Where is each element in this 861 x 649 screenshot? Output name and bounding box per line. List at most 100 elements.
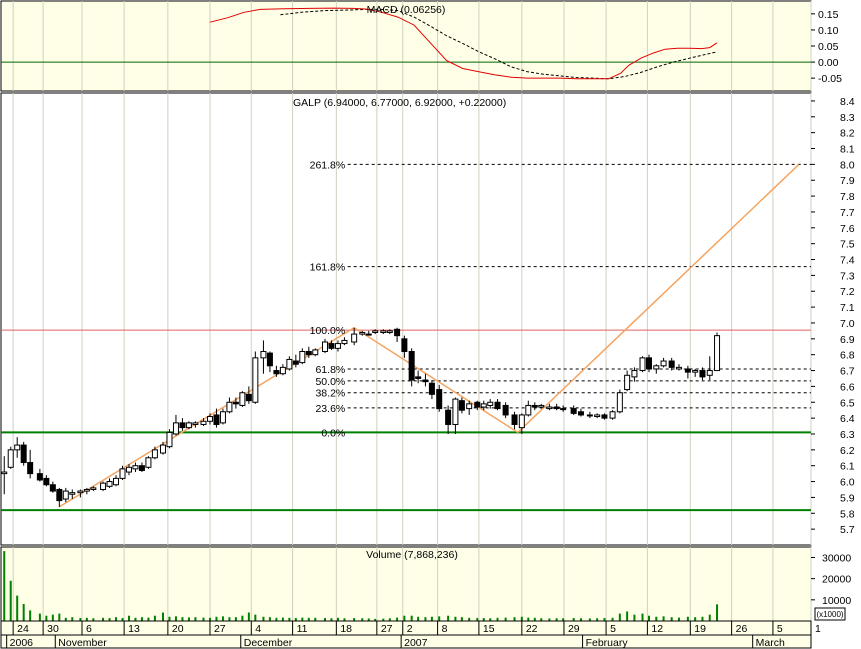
candlestick — [43, 475, 50, 487]
candle-body — [77, 490, 84, 494]
fibonacci-level-label: 161.8% — [310, 262, 346, 274]
price-axis-tick-label: 8.1 — [840, 144, 855, 156]
volume-bar — [447, 615, 450, 621]
candlestick — [386, 329, 393, 335]
price-axis-tick-label: 6.5 — [840, 397, 855, 409]
macd-axis-tick-label: 0.15 — [818, 9, 839, 21]
volume-bar — [540, 618, 543, 621]
candlestick — [577, 408, 584, 417]
date-ticks: 24 30 6 13 20 27 4 11 18 27 2 8 15 22 29 5 12 19 26 5 1 — [12, 621, 821, 635]
volume-bar — [460, 617, 463, 621]
horizontal-levels — [1, 329, 811, 512]
candle-body — [706, 370, 713, 376]
candle-body — [334, 343, 341, 349]
candle-body — [359, 331, 366, 335]
fibonacci-level-label: 261.8% — [310, 159, 346, 171]
volume-bar — [361, 618, 364, 621]
date-tick-label: 24 — [17, 623, 29, 635]
volume-axis-tick-label: 20000 — [822, 574, 851, 586]
volume-bar — [115, 617, 118, 621]
macd-signal-line — [280, 8, 718, 80]
candlestick — [365, 330, 372, 336]
candle-body — [538, 404, 545, 408]
candlestick — [372, 329, 379, 335]
candle-body — [692, 370, 699, 373]
price-axis-tick-label: 7.6 — [840, 223, 855, 235]
candle-body — [684, 368, 691, 373]
price-axis-tick-label: 8.0 — [840, 159, 855, 171]
candle-body — [668, 360, 675, 368]
price-axis-tick-label: 8.3 — [840, 112, 855, 124]
volume-bar — [221, 616, 224, 621]
price-axis-tick-label: 7.8 — [840, 191, 855, 203]
candlestick — [226, 397, 233, 414]
volume-bar — [482, 618, 485, 621]
volume-bar — [174, 616, 177, 621]
volume-bar — [181, 617, 184, 621]
candlestick — [106, 478, 113, 488]
volume-bar — [417, 616, 420, 621]
period-label: December — [244, 637, 293, 649]
candlestick — [83, 487, 90, 495]
volume-bar — [92, 618, 95, 621]
candlesticks — [1, 327, 721, 507]
candle-body — [132, 465, 139, 470]
candlestick — [560, 405, 567, 412]
volume-bar — [520, 616, 523, 621]
candlestick — [151, 446, 158, 460]
candlestick — [553, 403, 560, 411]
candle-body — [577, 411, 584, 416]
volume-unit-box — [814, 607, 846, 621]
candle-body — [531, 404, 538, 408]
price-axis-tick-label: 8.4 — [840, 96, 855, 108]
candle-body — [138, 465, 145, 471]
candlestick — [494, 399, 501, 411]
candle-body — [260, 351, 267, 359]
volume-bar — [187, 617, 190, 621]
candlestick — [273, 365, 280, 377]
candle-body — [699, 370, 706, 378]
candlestick — [706, 356, 713, 381]
price-panel-background — [0, 92, 812, 546]
candle-body — [292, 360, 299, 365]
price-axis-tick-label: 6.6 — [840, 381, 855, 393]
volume-bar — [410, 615, 413, 621]
candlestick — [341, 337, 348, 346]
volume-unit-label: (x1000) — [816, 610, 843, 619]
candlestick — [675, 364, 682, 371]
price-axis-tick-label: 6.7 — [840, 366, 855, 378]
candlestick — [113, 475, 120, 487]
candlestick — [631, 367, 638, 382]
candle-body — [213, 414, 220, 425]
macd-label: MACD (0.06256) — [367, 4, 446, 16]
macd-panel: MACD (0.06256) 0.15 0.10 0.05 0.00 -0.05 — [0, 0, 842, 92]
candlestick — [7, 446, 14, 469]
volume-bar — [194, 617, 197, 621]
volume-bar — [314, 617, 317, 621]
volume-bar — [438, 616, 441, 621]
volume-bar — [670, 617, 673, 621]
volume-bar — [403, 615, 406, 621]
volume-bar — [85, 617, 88, 621]
candlestick — [538, 403, 545, 409]
candlestick — [49, 481, 56, 493]
candle-body — [452, 398, 459, 425]
candle-body — [299, 351, 306, 364]
candlestick — [286, 356, 293, 371]
fibonacci-level-label: 0.0% — [321, 427, 345, 439]
price-axis-tick-label: 7.2 — [840, 286, 855, 298]
candle-body — [401, 338, 408, 353]
candle-body — [408, 351, 415, 381]
candle-body — [546, 406, 553, 410]
candlestick — [616, 389, 623, 414]
candle-body — [394, 328, 401, 337]
volume-bar — [301, 617, 304, 621]
candlestick — [119, 465, 126, 480]
date-tick-label: 18 — [340, 623, 352, 635]
trend-line — [517, 163, 800, 433]
volume-bar — [108, 618, 111, 621]
candle-body — [100, 482, 107, 490]
volume-bar — [572, 618, 575, 621]
volume-panel: Volume (7,868,236) 10000 20000 30000 (x100… — [0, 546, 851, 622]
volume-bar — [38, 613, 41, 621]
